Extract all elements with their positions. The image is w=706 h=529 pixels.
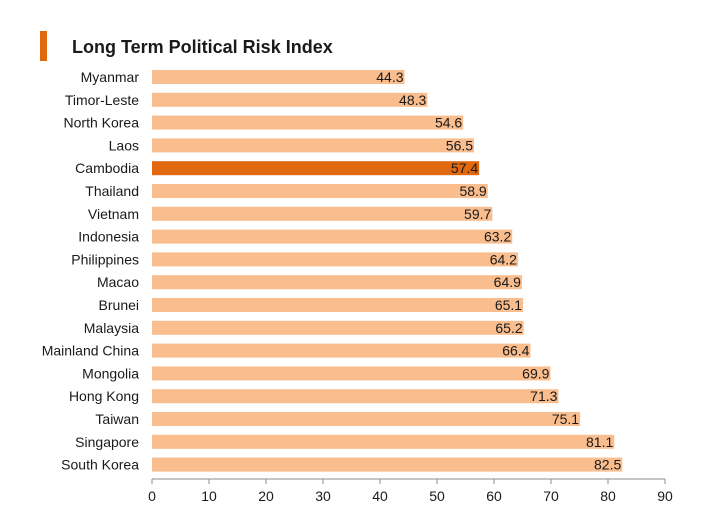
bar-hong-kong bbox=[152, 389, 559, 404]
bar-mainland-china bbox=[152, 343, 531, 358]
bar-thailand bbox=[152, 184, 488, 198]
category-label-singapore: Singapore bbox=[75, 434, 139, 450]
category-label-myanmar: Myanmar bbox=[81, 69, 140, 85]
bar-brunei bbox=[152, 298, 524, 312]
value-label-south-korea: 82.5 bbox=[594, 457, 621, 473]
x-tick-label-80: 80 bbox=[600, 488, 616, 504]
x-axis: 0 10 20 30 40 50 60 70 80 90 bbox=[148, 478, 673, 504]
title-accent-bar bbox=[40, 31, 47, 61]
category-label-hong-kong: Hong Kong bbox=[69, 388, 139, 404]
value-label-macao: 64.9 bbox=[494, 274, 521, 290]
category-label-south-korea: South Korea bbox=[61, 457, 139, 473]
bar-taiwan bbox=[152, 412, 581, 426]
category-labels: Myanmar Timor-Leste North Korea Laos Cambodi… bbox=[42, 69, 140, 473]
x-tick-label-40: 40 bbox=[372, 488, 388, 504]
value-label-singapore: 81.1 bbox=[586, 434, 613, 450]
value-label-philippines: 64.2 bbox=[490, 251, 517, 267]
category-label-malaysia: Malaysia bbox=[84, 320, 139, 336]
x-tick-label-60: 60 bbox=[486, 488, 502, 504]
value-label-north-korea: 54.6 bbox=[435, 115, 462, 131]
category-label-north-korea: North Korea bbox=[64, 115, 140, 131]
category-label-mainland-china: Mainland China bbox=[42, 343, 139, 359]
value-labels: 44.3 48.3 54.6 56.5 57.4 58.9 59.7 63.2 64.2 64.9… bbox=[376, 69, 621, 473]
x-tick-label-50: 50 bbox=[429, 488, 445, 504]
bar-cambodia bbox=[152, 161, 480, 176]
value-label-indonesia: 63.2 bbox=[484, 229, 511, 245]
bar-laos bbox=[152, 138, 475, 153]
bar-myanmar bbox=[152, 70, 405, 84]
x-tick-label-0: 0 bbox=[148, 488, 156, 504]
category-label-laos: Laos bbox=[109, 137, 139, 153]
category-label-mongolia: Mongolia bbox=[82, 365, 139, 381]
category-label-brunei: Brunei bbox=[99, 297, 139, 313]
bar-macao bbox=[152, 275, 522, 290]
bar-philippines bbox=[152, 252, 518, 267]
bar-vietnam bbox=[152, 206, 493, 221]
x-tick-label-90: 90 bbox=[657, 488, 673, 504]
bar-north-korea bbox=[152, 115, 464, 130]
bar-indonesia bbox=[152, 229, 513, 244]
category-label-macao: Macao bbox=[97, 274, 139, 290]
value-label-vietnam: 59.7 bbox=[464, 206, 491, 222]
bar-malaysia bbox=[152, 320, 524, 335]
bar-timor-leste bbox=[152, 92, 428, 107]
value-label-thailand: 58.9 bbox=[459, 183, 486, 199]
x-tick-label-70: 70 bbox=[543, 488, 559, 504]
x-tick-label-30: 30 bbox=[315, 488, 331, 504]
category-label-vietnam: Vietnam bbox=[88, 206, 139, 222]
value-label-malaysia: 65.2 bbox=[495, 320, 522, 336]
category-label-timor-leste: Timor-Leste bbox=[65, 92, 139, 108]
x-tick-label-10: 10 bbox=[201, 488, 217, 504]
value-label-cambodia: 57.4 bbox=[451, 160, 478, 176]
bar-mongolia bbox=[152, 366, 551, 381]
category-label-taiwan: Taiwan bbox=[95, 411, 139, 427]
value-label-myanmar: 44.3 bbox=[376, 69, 403, 85]
category-label-indonesia: Indonesia bbox=[78, 229, 139, 245]
value-label-hong-kong: 71.3 bbox=[530, 388, 557, 404]
bars bbox=[152, 70, 623, 472]
category-label-philippines: Philippines bbox=[71, 251, 139, 267]
category-label-thailand: Thailand bbox=[85, 183, 139, 199]
value-label-mongolia: 69.9 bbox=[522, 365, 549, 381]
category-label-cambodia: Cambodia bbox=[75, 160, 139, 176]
x-tick-label-20: 20 bbox=[258, 488, 274, 504]
bar-singapore bbox=[152, 434, 615, 449]
value-label-laos: 56.5 bbox=[446, 137, 473, 153]
chart-title: Long Term Political Risk Index bbox=[72, 37, 333, 57]
value-label-taiwan: 75.1 bbox=[552, 411, 579, 427]
value-label-mainland-china: 66.4 bbox=[502, 343, 529, 359]
bar-south-korea bbox=[152, 457, 623, 472]
value-label-brunei: 65.1 bbox=[495, 297, 522, 313]
value-label-timor-leste: 48.3 bbox=[399, 92, 426, 108]
